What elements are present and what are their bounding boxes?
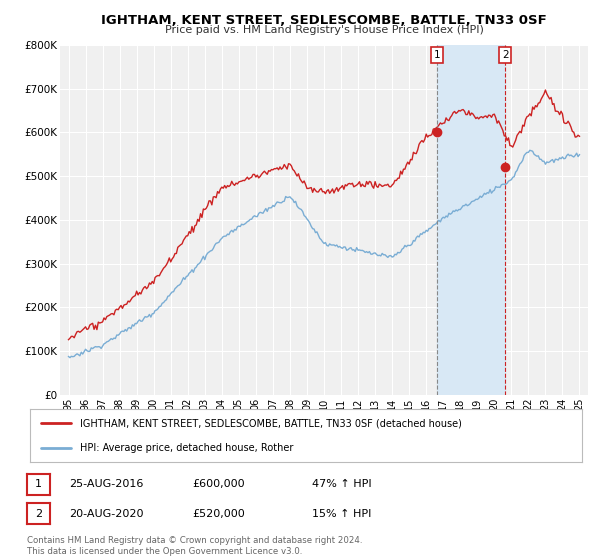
Text: 15% ↑ HPI: 15% ↑ HPI [312,508,371,519]
Text: HPI: Average price, detached house, Rother: HPI: Average price, detached house, Roth… [80,442,293,452]
Text: 47% ↑ HPI: 47% ↑ HPI [312,479,371,489]
Text: 2: 2 [35,508,42,519]
Text: 25-AUG-2016: 25-AUG-2016 [69,479,143,489]
Text: IGHTHAM, KENT STREET, SEDLESCOMBE, BATTLE, TN33 0SF: IGHTHAM, KENT STREET, SEDLESCOMBE, BATTL… [101,14,547,27]
Bar [437,45,505,395]
Text: 2: 2 [502,50,509,60]
Text: £600,000: £600,000 [192,479,245,489]
Text: 1: 1 [35,479,42,489]
Text: Price paid vs. HM Land Registry's House Price Index (HPI): Price paid vs. HM Land Registry's House … [164,25,484,35]
Text: Contains HM Land Registry data © Crown copyright and database right 2024.
This d: Contains HM Land Registry data © Crown c… [27,536,362,556]
Text: IGHTHAM, KENT STREET, SEDLESCOMBE, BATTLE, TN33 0SF (detached house): IGHTHAM, KENT STREET, SEDLESCOMBE, BATTL… [80,418,461,428]
Text: £520,000: £520,000 [192,508,245,519]
Text: 20-AUG-2020: 20-AUG-2020 [69,508,143,519]
Text: 1: 1 [434,50,440,60]
